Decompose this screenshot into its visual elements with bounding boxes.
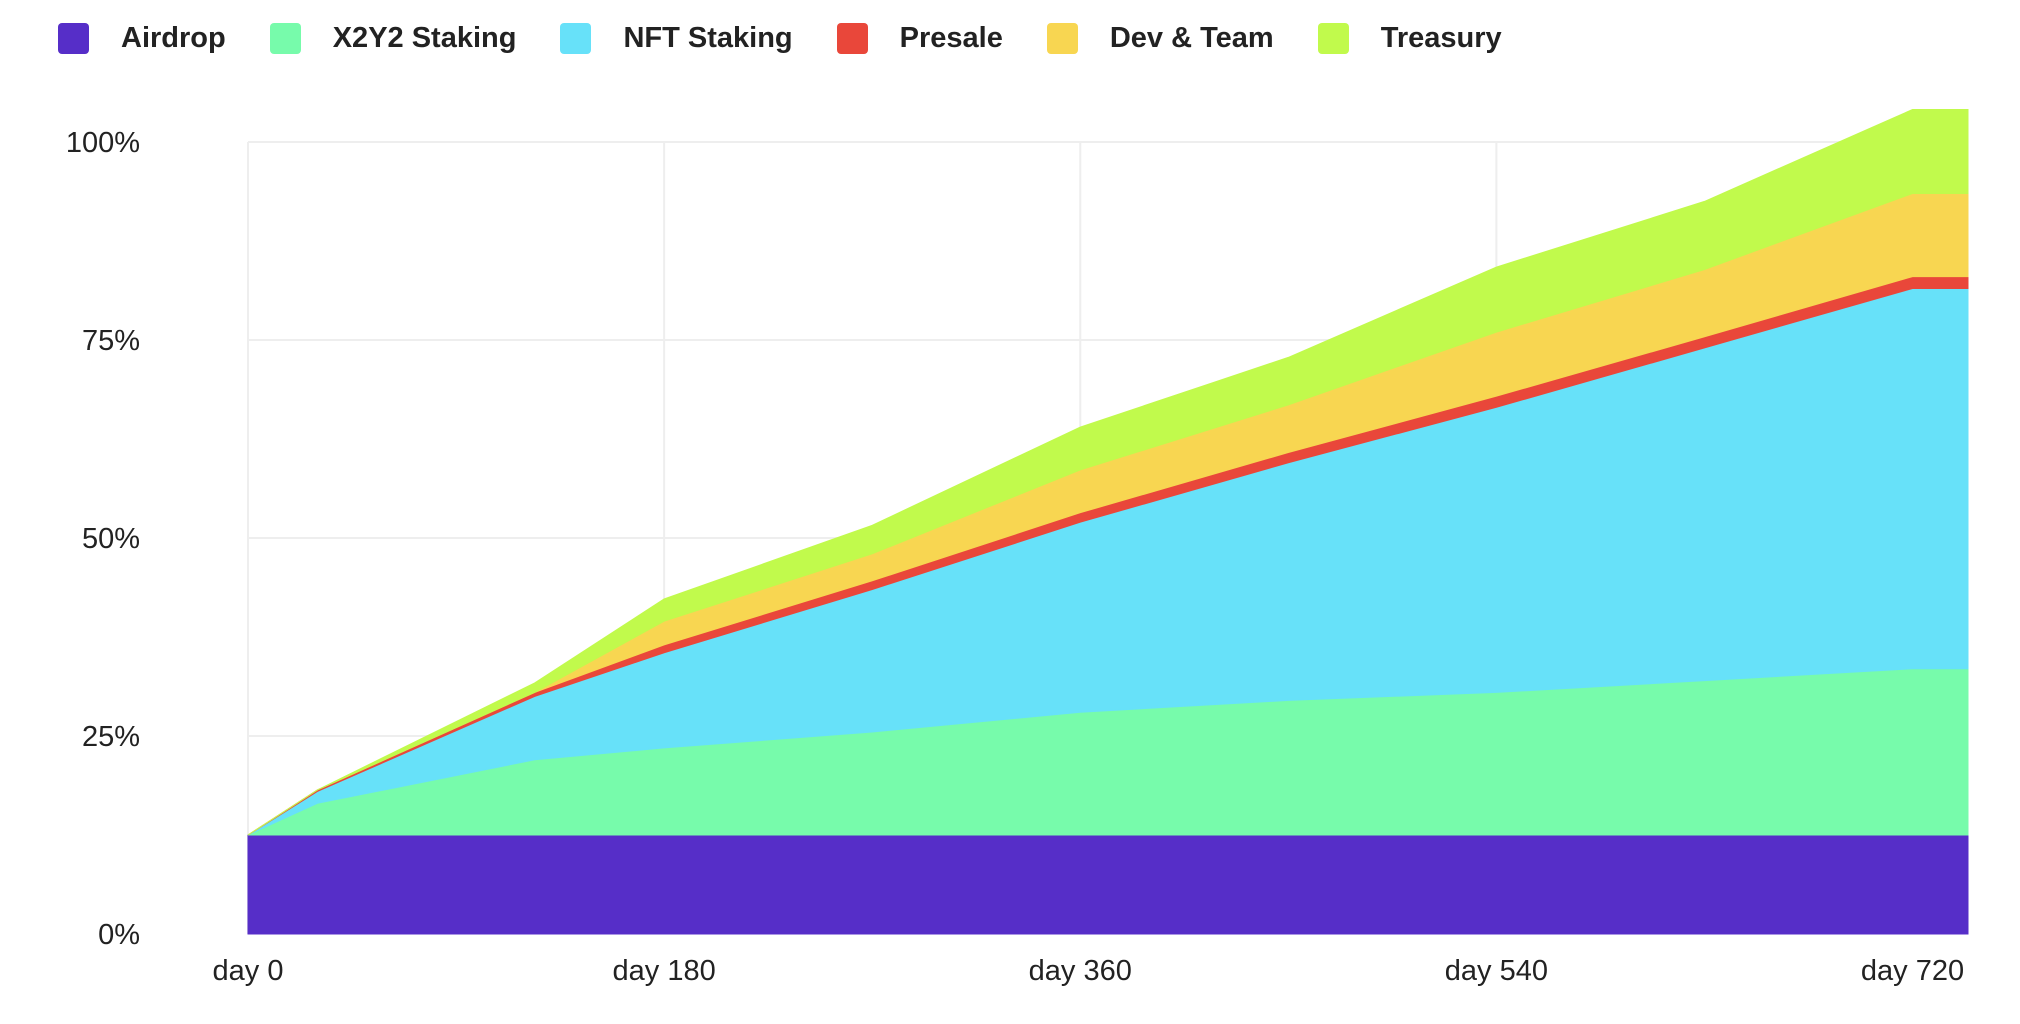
legend-item: Presale: [836, 22, 1003, 55]
chart-legend: Airdrop X2Y2 Staking NFT Staking Presale Dev…: [58, 22, 1546, 55]
legend-swatch: [560, 23, 592, 54]
area-series-5: [247, 109, 1969, 836]
legend-swatch: [1046, 23, 1078, 54]
legend-label: Airdrop: [121, 22, 226, 54]
y-tick-label: 100%: [66, 127, 140, 159]
y-tick-label: 75%: [82, 325, 140, 357]
legend-item: Treasury: [1317, 22, 1502, 55]
legend-swatch: [58, 23, 89, 54]
x-tick-label: day 720: [1861, 955, 1964, 987]
area-layers: [247, 109, 1969, 935]
x-tick-label: day 540: [1445, 955, 1548, 987]
legend-label: Dev & Team: [1109, 22, 1274, 54]
legend-item: Dev & Team: [1046, 22, 1274, 55]
legend-swatch: [836, 23, 868, 54]
y-tick-label: 0%: [98, 919, 140, 951]
legend-item: Airdrop: [58, 22, 226, 55]
x-tick-label: day 180: [613, 955, 716, 987]
x-axis: day 0 day 180 day 360 day 540 day 720: [213, 955, 1965, 987]
legend-label: X2Y2 Staking: [332, 22, 517, 54]
x-tick-label: day 0: [213, 955, 284, 987]
legend-label: Treasury: [1380, 22, 1502, 54]
legend-label: Presale: [899, 22, 1003, 54]
x-tick-label: day 360: [1029, 955, 1132, 987]
legend-label: NFT Staking: [623, 22, 793, 54]
y-axis: 0% 25% 50% 75% 100%: [66, 127, 140, 951]
y-tick-label: 25%: [82, 721, 140, 753]
legend-swatch: [269, 23, 301, 54]
y-tick-label: 50%: [82, 523, 140, 555]
area-series-0: [247, 834, 1969, 935]
legend-item: X2Y2 Staking: [269, 22, 517, 55]
legend-swatch: [1317, 23, 1349, 54]
legend-item: NFT Staking: [560, 22, 793, 55]
